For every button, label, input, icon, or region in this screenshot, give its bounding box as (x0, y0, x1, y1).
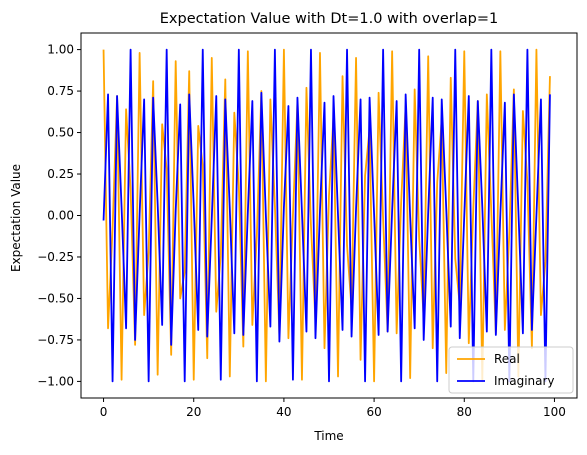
plot-area (102, 48, 551, 383)
y-tick-label: 0.50 (47, 126, 74, 140)
legend-label-real: Real (494, 352, 520, 366)
y-tick-label: −0.75 (37, 333, 74, 347)
x-tick-label: 20 (186, 405, 201, 419)
chart-title: Expectation Value with Dt=1.0 with overl… (160, 11, 498, 27)
x-tick-label: 0 (100, 405, 108, 419)
y-tick-label: 1.00 (47, 43, 74, 57)
plot-frame (80, 32, 578, 399)
x-tick-label: 40 (276, 405, 291, 419)
y-tick-label: 0.25 (47, 167, 74, 181)
y-tick-label: −0.50 (37, 291, 74, 305)
x-axis: 0 20 40 60 80 100 (100, 398, 566, 419)
y-tick-label: −1.00 (37, 374, 74, 388)
series-line-imaginary (102, 48, 551, 383)
x-tick-label: 100 (543, 405, 566, 419)
legend-label-imaginary: Imaginary (494, 374, 555, 388)
legend: Real Imaginary (448, 346, 574, 394)
y-axis-label: Expectation Value (9, 164, 23, 272)
y-tick-label: −0.25 (37, 250, 74, 264)
y-tick-label: 0.75 (47, 84, 74, 98)
y-tick-label: 0.00 (47, 209, 74, 223)
y-axis: −1.00 −0.75 −0.50 −0.25 0.00 0.25 0.50 0.75 1.00 (37, 43, 81, 388)
x-tick-label: 80 (457, 405, 472, 419)
x-axis-label: Time (313, 429, 343, 443)
x-tick-label: 60 (366, 405, 381, 419)
